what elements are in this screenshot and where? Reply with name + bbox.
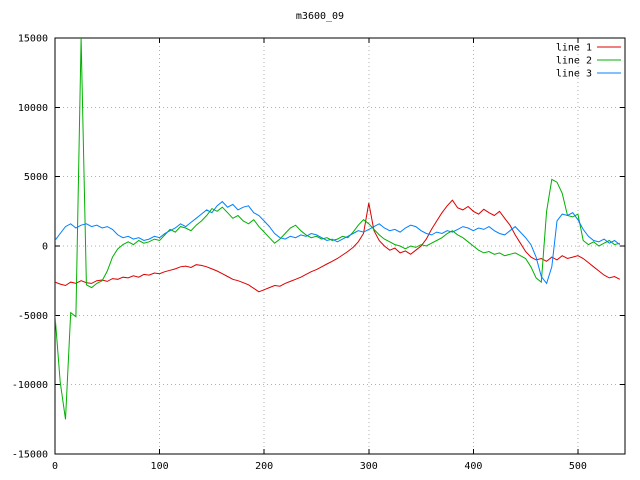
legend-label: line 2: [556, 56, 592, 67]
y-tick-label: 10000: [18, 103, 48, 114]
series-line-2: [55, 38, 620, 420]
legend-label: line 1: [556, 43, 592, 54]
y-tick-label: -15000: [12, 450, 48, 461]
x-tick-label: 100: [151, 461, 169, 472]
y-tick-label: 5000: [24, 172, 48, 183]
x-tick-label: 400: [464, 461, 482, 472]
x-tick-label: 0: [52, 461, 58, 472]
x-tick-label: 200: [255, 461, 273, 472]
y-tick-label: 15000: [18, 34, 48, 45]
series-line-1: [55, 199, 621, 293]
legend-label: line 3: [556, 69, 592, 80]
x-tick-label: 300: [360, 461, 378, 472]
y-tick-label: 0: [42, 242, 48, 253]
y-tick-label: -10000: [12, 380, 48, 391]
series-group: [55, 38, 621, 420]
x-tick-label: 500: [569, 461, 587, 472]
chart-title: m3600_09: [295, 11, 345, 22]
series-line-3: [55, 200, 621, 285]
y-tick-label: -5000: [18, 311, 48, 322]
